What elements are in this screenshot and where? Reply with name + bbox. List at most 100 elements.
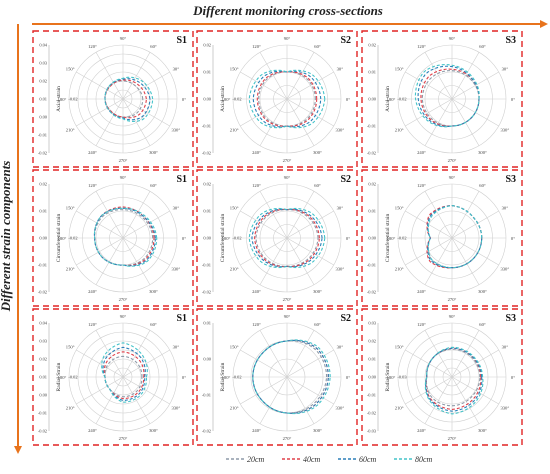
grid-spoke — [286, 349, 334, 378]
radial-tick-label: -0.01 — [202, 393, 211, 398]
grid-spoke — [424, 330, 453, 378]
angle-label: 330° — [335, 128, 344, 133]
radial-tick-label: 0.02 — [39, 182, 47, 187]
grid-spoke — [240, 98, 288, 127]
grid-spoke — [424, 191, 453, 239]
angle-label: 150° — [66, 345, 75, 350]
angle-label: 90° — [120, 36, 127, 41]
radial-tick-label: 0.02 — [203, 182, 211, 187]
angle-label: 240° — [88, 289, 97, 294]
angle-label: 270° — [283, 436, 292, 441]
angle-label: 120° — [88, 322, 97, 327]
angle-label: 120° — [88, 44, 97, 49]
grid-spoke — [451, 376, 480, 424]
radial-tick-label: 0.02 — [368, 182, 376, 187]
radial-tick-label: 0.03 — [39, 61, 47, 66]
radial-tick-label: 0.02 — [39, 357, 47, 362]
polar-panel-1: 90° 60° 30° 0° 330° 300° 270° 240° 210° 180° 150° 1… — [32, 30, 194, 168]
center-tick-label: -0.02 — [232, 236, 241, 241]
angle-label: 0° — [182, 375, 186, 380]
radial-tick-label: 0.02 — [368, 339, 376, 344]
angle-label: 90° — [284, 36, 291, 41]
grid-spoke — [451, 330, 480, 378]
grid-spoke — [95, 237, 124, 285]
radial-tick-label: -0.02 — [38, 290, 47, 295]
angle-label: 60° — [150, 44, 157, 49]
center-tick-label: -0.02 — [397, 236, 406, 241]
angle-label: 210° — [230, 267, 239, 272]
radial-tick-label: 0.02 — [368, 43, 376, 48]
panel-frame — [32, 30, 194, 168]
angle-label: 270° — [448, 158, 457, 163]
radial-tick-label: -0.02 — [367, 411, 376, 416]
angle-label: 60° — [479, 183, 486, 188]
angle-label: 60° — [314, 183, 321, 188]
panel-frame — [361, 308, 523, 446]
panel-title: S1 — [176, 313, 187, 324]
radial-tick-label: 0.00 — [203, 236, 211, 241]
angle-label: 270° — [283, 158, 292, 163]
radial-tick-label: -0.01 — [202, 263, 211, 268]
legend-label-60cm: 60cm — [359, 455, 377, 464]
angle-label: 240° — [252, 289, 261, 294]
angle-label: 120° — [417, 44, 426, 49]
grid-spoke — [76, 376, 124, 405]
series-line-80cm — [104, 76, 154, 123]
grid-spoke — [286, 191, 315, 239]
angle-label: 150° — [66, 67, 75, 72]
angle-label: 300° — [149, 150, 158, 155]
angle-label: 180° — [387, 236, 396, 241]
radial-tick-label: 0.04 — [39, 43, 47, 48]
angle-label: 210° — [395, 267, 404, 272]
grid-spoke — [405, 349, 453, 378]
grid-spoke — [122, 376, 151, 424]
radial-tick-label: 0.01 — [203, 209, 211, 214]
panel-frame — [32, 169, 194, 307]
radial-tick-label: 0.01 — [368, 357, 376, 362]
angle-label: 150° — [395, 345, 404, 350]
grid-spoke — [122, 237, 170, 266]
grid-spoke — [240, 376, 288, 405]
grid-spoke — [76, 98, 124, 127]
grid-spoke — [424, 98, 453, 146]
grid-spoke — [286, 52, 315, 100]
series-line-20cm — [104, 80, 144, 118]
angle-label: 330° — [335, 406, 344, 411]
panel-frame — [361, 169, 523, 307]
angle-label: 0° — [511, 97, 515, 102]
angle-label: 30° — [173, 67, 180, 72]
angle-label: 330° — [171, 406, 180, 411]
angle-label: 0° — [346, 236, 350, 241]
panel-frame — [32, 308, 194, 446]
radial-tick-label: 0.04 — [39, 321, 47, 326]
angle-label: 180° — [58, 236, 67, 241]
angle-label: 60° — [479, 44, 486, 49]
angle-label: 0° — [346, 375, 350, 380]
legend-label-20cm: 20cm — [247, 455, 265, 464]
polar-panel-5: 90° 60° 30° 0° 330° 300° 270° 240° 210° 180° 150° 1… — [196, 169, 358, 307]
grid-spoke — [424, 376, 453, 424]
radial-tick-label: -0.01 — [202, 124, 211, 129]
angle-label: 210° — [66, 267, 75, 272]
series-line-80cm — [424, 346, 484, 415]
angle-label: 30° — [173, 206, 180, 211]
radial-tick-label: 0.00 — [368, 236, 376, 241]
radial-tick-label: 0.00 — [203, 357, 211, 362]
angle-label: 210° — [230, 406, 239, 411]
panel-frame — [196, 169, 358, 307]
panel-frame — [361, 30, 523, 168]
legend-label-40cm: 40cm — [303, 455, 321, 464]
series-line-80cm — [248, 207, 326, 269]
angle-label: 330° — [171, 128, 180, 133]
grid-spoke — [286, 237, 315, 285]
radial-tick-label: 0.00 — [39, 393, 47, 398]
grid-spoke — [286, 376, 315, 424]
panel-title: S2 — [340, 313, 351, 324]
radial-tick-label: -0.02 — [367, 151, 376, 156]
radial-tick-label: 0.00 — [39, 236, 47, 241]
grid-spoke — [122, 210, 170, 239]
angle-label: 150° — [395, 67, 404, 72]
grid-spoke — [286, 98, 334, 127]
grid-spoke — [405, 71, 453, 100]
axis-label: Radial Strain — [385, 362, 391, 391]
